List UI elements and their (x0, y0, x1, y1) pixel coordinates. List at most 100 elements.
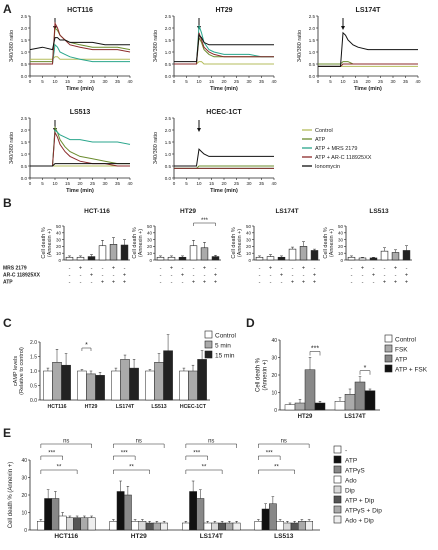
bar (225, 522, 234, 531)
bar (288, 248, 297, 261)
bar (37, 521, 45, 531)
x-tick-label: 25 (90, 79, 96, 84)
x-tick-label: 5 (329, 79, 332, 84)
legend-swatch (204, 330, 213, 339)
significance-bracket (258, 469, 295, 474)
bar (58, 515, 67, 531)
significance-bracket (309, 351, 321, 356)
chart-title: LS513 (70, 109, 91, 116)
bar (232, 522, 241, 531)
x-tick-label: HT29 (131, 533, 147, 540)
condition-mark: + (302, 266, 305, 272)
significance-bracket (40, 443, 92, 448)
condition-mark: - (91, 280, 93, 286)
condition-mark: - (69, 280, 71, 286)
significance-label: ** (202, 465, 207, 471)
y-tick-label: 10 (56, 251, 62, 256)
y-axis-label: cAMP levels(Relative to control) (13, 347, 25, 395)
significance-label: *** (311, 346, 319, 353)
x-tick-label: 25 (234, 79, 240, 84)
x-tick-label: 20 (365, 79, 371, 84)
condition-mark: + (302, 280, 305, 286)
panel-label-a: A (3, 2, 12, 16)
significance-bracket (40, 469, 78, 474)
bar (131, 521, 139, 531)
bar (310, 250, 319, 261)
significance-bracket (185, 455, 208, 460)
y-tick-label: 1.5 (21, 140, 28, 145)
bar (80, 517, 89, 531)
condition-mark: - (102, 266, 104, 272)
bar (145, 522, 154, 531)
significance-bracket (81, 347, 92, 351)
bar (124, 494, 132, 531)
x-tick-label: LS174T (344, 414, 366, 420)
bar (95, 375, 105, 401)
bar (391, 252, 400, 261)
bar (305, 521, 313, 531)
condition-mark: + (372, 273, 375, 279)
condition-mark: + (181, 273, 184, 279)
y-tick-label: 0.0 (21, 74, 28, 79)
y-tick-label: 1.5 (21, 38, 28, 43)
significance-bracket (258, 455, 281, 460)
condition-mark: + (313, 273, 316, 279)
bar (354, 381, 366, 411)
legend-label: Ado + Dip (345, 518, 374, 525)
x-tick-label: 35 (115, 181, 121, 186)
legend-label: Control (215, 333, 237, 340)
y-tick-label: 20 (56, 244, 62, 249)
y-tick-label: 50 (56, 224, 62, 229)
condition-mark: - (384, 273, 386, 279)
y-tick-label: 40 (21, 458, 27, 464)
legend-label: ATP + FSK (395, 367, 428, 374)
x-tick-label: HCT116 (47, 404, 66, 410)
y-tick-label: 1.0 (165, 152, 172, 157)
x-tick-label: HCT116 (54, 533, 78, 540)
legend-label: ATPγS + Dip (345, 508, 382, 515)
significance-label: *** (48, 451, 56, 457)
condition-mark: + (405, 273, 408, 279)
series-line (174, 32, 274, 65)
legend-label: Control (315, 128, 333, 134)
condition-mark: - (69, 266, 71, 272)
legend-swatch (333, 515, 342, 524)
condition-mark: - (182, 280, 184, 286)
y-tick-label: 0 (274, 408, 277, 414)
condition-mark: - (171, 280, 173, 286)
legend-label: ATP + AR-C 118925XX (315, 155, 372, 161)
y-axis-label: Cell death % (Annexin +) (8, 462, 14, 529)
y-tick-label: 2.5 (165, 116, 172, 121)
x-tick-label: HCEC-1CT (180, 404, 207, 410)
x-tick-label: 10 (196, 181, 202, 186)
legend-swatch (333, 475, 342, 484)
bar (120, 359, 130, 401)
bar (211, 256, 220, 261)
legend-label: ATP (345, 458, 357, 465)
condition-row-label: ATP (3, 280, 13, 286)
y-axis-label: Cell death %(Annexin +) (323, 227, 335, 258)
condition-mark: - (124, 266, 126, 272)
significance-label: *** (193, 451, 201, 457)
x-tick-label: 40 (271, 181, 277, 186)
legend-swatch (204, 340, 213, 349)
y-tick-label: 0.0 (30, 398, 37, 404)
bar (120, 244, 129, 261)
y-tick-label: 10 (246, 251, 252, 256)
x-tick-label: LS174T (116, 404, 135, 410)
significance-label: ns (63, 439, 69, 445)
y-tick-label: 1.5 (309, 38, 316, 43)
bar (179, 370, 189, 401)
bar (145, 370, 155, 401)
x-tick-label: 10 (52, 181, 58, 186)
condition-mark: - (215, 266, 217, 272)
condition-mark: + (383, 280, 386, 286)
x-tick-label: 15 (65, 79, 71, 84)
bar (73, 517, 81, 531)
y-tick-label: 20 (271, 373, 277, 379)
series-line (29, 37, 130, 51)
y-tick-label: 40 (56, 231, 62, 236)
condition-mark: + (203, 266, 206, 272)
condition-mark: - (406, 266, 408, 272)
bar (369, 257, 378, 261)
